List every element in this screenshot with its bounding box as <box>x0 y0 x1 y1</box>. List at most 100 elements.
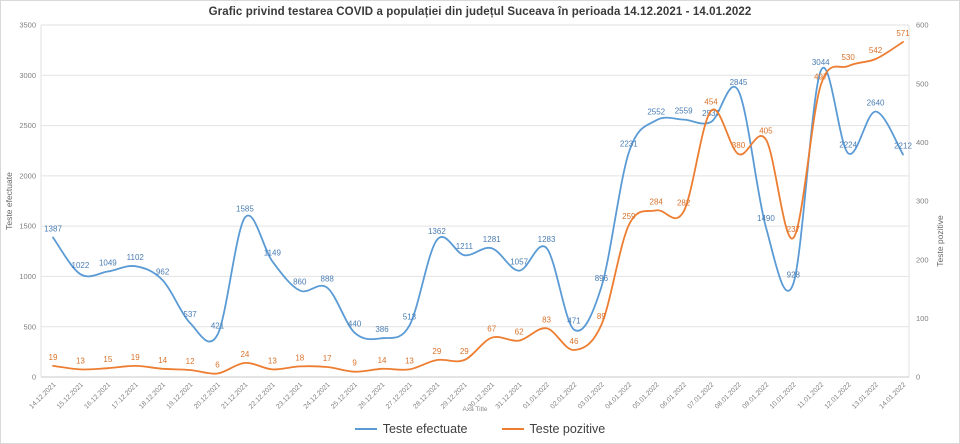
x-axis-tick-label: 11.01.2022 <box>797 381 826 410</box>
x-axis-tick-label: 06.01.2022 <box>659 381 688 410</box>
data-label: 2559 <box>675 107 693 116</box>
left-axis-tick-label: 2000 <box>19 171 36 180</box>
data-label: 962 <box>156 267 170 276</box>
left-axis-tick-label: 1000 <box>19 272 36 281</box>
data-label: 405 <box>759 126 773 135</box>
x-axis-tick-label: 31.12.2021 <box>495 381 524 410</box>
data-label: 15 <box>103 355 112 364</box>
x-axis-tick-label: 04.01.2022 <box>604 381 633 410</box>
x-axis-tick-label: 19.12.2021 <box>165 381 194 410</box>
x-axis-tick-label: 18.12.2021 <box>138 381 167 410</box>
right-axis-tick-label: 100 <box>916 314 929 323</box>
right-axis-title: Teste pozitive <box>935 215 945 267</box>
x-axis-tick-label: 28.12.2021 <box>412 381 441 410</box>
data-label: 928 <box>787 271 801 280</box>
data-label: 471 <box>567 317 581 326</box>
data-label: 2640 <box>867 98 885 107</box>
data-label: 571 <box>896 29 910 38</box>
data-label: 2212 <box>894 142 912 151</box>
x-axis-tick-label: 24.12.2021 <box>303 381 332 410</box>
data-label: 386 <box>375 325 389 334</box>
legend-line-orange-icon <box>501 428 524 430</box>
x-axis-tick-label: 13.01.2022 <box>851 381 880 410</box>
x-axis-tick-label: 01.01.2022 <box>522 381 551 410</box>
x-axis-tick-label: 14.01.2022 <box>878 381 907 410</box>
legend-item-teste-efectuate[interactable]: Teste efectuate <box>354 422 468 436</box>
x-axis-tick-label: 22.12.2021 <box>248 381 277 410</box>
left-axis-tick-label: 3500 <box>19 21 36 30</box>
x-axis-tick-label: 07.01.2022 <box>686 381 715 410</box>
data-label: 6 <box>215 360 220 369</box>
data-label: 380 <box>732 141 746 150</box>
data-label: 14 <box>158 356 167 365</box>
data-label: 1211 <box>456 242 474 251</box>
data-label: 1057 <box>510 258 528 267</box>
data-label: 513 <box>403 312 417 321</box>
data-label: 1490 <box>757 214 775 223</box>
x-axis-title: Axa Title <box>463 406 488 413</box>
legend-label-teste-efectuate: Teste efectuate <box>382 422 468 436</box>
x-axis-tick-label: 16.12.2021 <box>83 381 112 410</box>
data-label: 1585 <box>236 205 254 214</box>
data-label: 2552 <box>647 107 665 116</box>
right-axis-tick-label: 0 <box>916 373 920 382</box>
data-label: 67 <box>487 325 496 334</box>
x-axis-tick-label: 21.12.2021 <box>220 381 249 410</box>
data-label: 1362 <box>428 227 446 236</box>
x-axis-tick-label: 27.12.2021 <box>385 381 414 410</box>
legend-item-teste-pozitive[interactable]: Teste pozitive <box>501 422 606 436</box>
data-label: 2537 <box>702 109 720 118</box>
data-label: 1022 <box>72 261 90 270</box>
left-axis-tick-label: 0 <box>32 373 36 382</box>
data-label: 62 <box>515 328 524 337</box>
data-label: 440 <box>348 320 362 329</box>
legend: Teste efectuate Teste pozitive <box>1 422 959 436</box>
data-label: 89 <box>597 312 606 321</box>
data-label: 29 <box>432 347 441 356</box>
data-label: 19 <box>49 353 58 362</box>
data-label: 237 <box>787 225 801 234</box>
data-label: 1049 <box>99 259 117 268</box>
data-label: 542 <box>869 46 883 55</box>
data-label: 13 <box>268 356 277 365</box>
data-label: 14 <box>378 356 387 365</box>
x-axis-tick-label: 12.01.2022 <box>824 381 853 410</box>
data-label: 83 <box>542 315 551 324</box>
data-label: 12 <box>186 357 195 366</box>
data-label: 497 <box>814 72 828 81</box>
left-axis-tick-label: 500 <box>23 322 36 331</box>
data-label: 1149 <box>264 248 282 257</box>
data-label: 18 <box>295 353 304 362</box>
x-axis-tick-label: 10.01.2022 <box>769 381 798 410</box>
data-label: 282 <box>677 199 691 208</box>
data-label: 3044 <box>812 58 830 67</box>
data-label: 1283 <box>538 235 556 244</box>
x-axis-tick-label: 14.12.2021 <box>28 381 57 410</box>
x-axis-tick-label: 02.01.2022 <box>549 381 578 410</box>
data-label: 13 <box>76 356 85 365</box>
data-label: 530 <box>841 53 855 62</box>
data-label: 284 <box>650 197 664 206</box>
legend-line-blue-icon <box>354 428 377 430</box>
right-axis-tick-label: 400 <box>916 138 929 147</box>
series-line-teste-pozitive <box>52 41 904 375</box>
x-axis-tick-label: 05.01.2022 <box>632 381 661 410</box>
x-axis-tick-label: 08.01.2022 <box>714 381 743 410</box>
right-axis-tick-label: 200 <box>916 255 929 264</box>
right-axis-tick-label: 500 <box>916 79 929 88</box>
data-label: 2231 <box>620 140 638 149</box>
left-axis-title: Teste efectuate <box>4 172 14 230</box>
data-label: 17 <box>323 354 332 363</box>
x-axis-tick-label: 09.01.2022 <box>741 381 770 410</box>
data-label: 24 <box>240 350 249 359</box>
data-label: 421 <box>211 322 225 331</box>
legend-label-teste-pozitive: Teste pozitive <box>529 422 606 436</box>
x-axis-tick-label: 03.01.2022 <box>577 381 606 410</box>
data-label: 9 <box>352 359 357 368</box>
data-label: 29 <box>460 347 469 356</box>
left-axis-tick-label: 2500 <box>19 121 36 130</box>
x-axis-tick-label: 15.12.2021 <box>56 381 85 410</box>
data-label: 13 <box>405 356 414 365</box>
left-axis-tick-label: 1500 <box>19 222 36 231</box>
